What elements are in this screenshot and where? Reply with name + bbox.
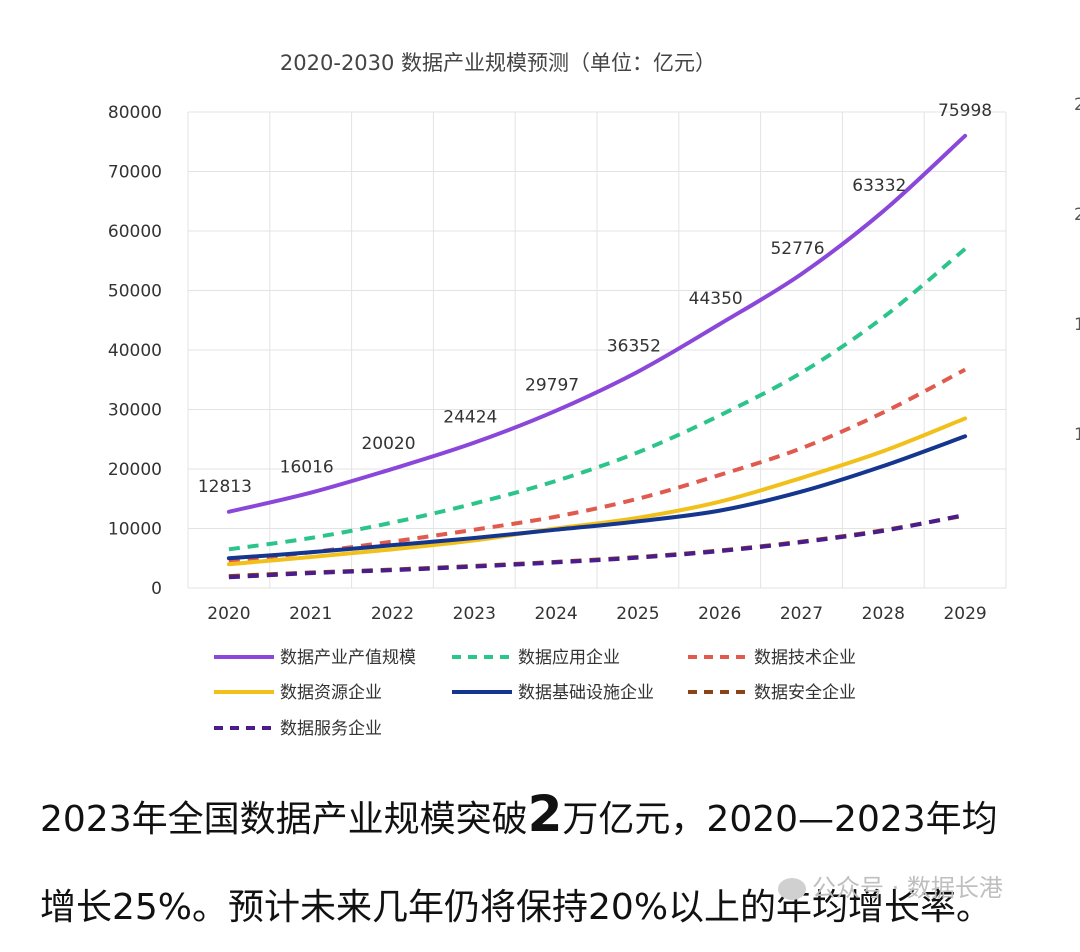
chart-title: 2020-2030 数据产业规模预测（单位：亿元） xyxy=(280,51,716,75)
edge-digit: 1 xyxy=(1074,425,1080,445)
data-label: 52776 xyxy=(770,239,824,259)
grid xyxy=(187,111,1007,589)
data-label: 24424 xyxy=(443,408,497,428)
legend-item: 数据技术企业 xyxy=(688,648,856,668)
y-tick-label: 20000 xyxy=(108,460,162,480)
legend-item: 数据产业产值规模 xyxy=(214,648,416,668)
caption-highlight-number: 2 xyxy=(527,785,563,843)
x-tick-label: 2025 xyxy=(616,604,659,624)
adjacent-chart-edge: 2 2 1 1 xyxy=(1074,95,1080,445)
x-tick-label: 2027 xyxy=(780,604,823,624)
data-label: 36352 xyxy=(607,337,661,357)
legend-item: 数据资源企业 xyxy=(214,683,382,703)
edge-digit: 2 xyxy=(1074,205,1080,225)
x-tick-label: 2028 xyxy=(862,604,905,624)
chart: 2020-2030 数据产业规模预测（单位：亿元） 0 10000 20000 300… xyxy=(108,51,1080,739)
series-line-6 xyxy=(228,512,966,580)
caption-text: 2023年全国数据产业规模突破 xyxy=(40,799,528,840)
y-axis-ticks: 0 10000 20000 30000 40000 50000 60000 70000 8000… xyxy=(108,103,162,599)
y-tick-label: 80000 xyxy=(108,103,162,123)
x-tick-label: 2026 xyxy=(698,604,741,624)
edge-digit: 1 xyxy=(1074,315,1080,335)
y-tick-label: 60000 xyxy=(108,222,162,242)
legend-item: 数据服务企业 xyxy=(214,719,382,739)
watermark: 公众号 · 数据长港 xyxy=(778,868,1003,903)
y-tick-label: 50000 xyxy=(108,282,162,302)
legend-label: 数据服务企业 xyxy=(280,719,382,739)
legend-item: 数据安全企业 xyxy=(688,683,856,703)
legend-label: 数据资源企业 xyxy=(280,683,382,703)
series-line-1 xyxy=(228,247,967,552)
x-tick-label: 2021 xyxy=(289,604,332,624)
legend-item: 数据应用企业 xyxy=(452,648,620,668)
x-tick-label: 2023 xyxy=(453,604,496,624)
caption-text: 万亿元，2020—2023年均 xyxy=(562,799,998,840)
y-tick-label: 10000 xyxy=(108,520,162,540)
caption-line-1: 2023年全国数据产业规模突破2万亿元，2020—2023年均 xyxy=(40,770,1080,864)
y-tick-label: 40000 xyxy=(108,341,162,361)
x-tick-label: 2020 xyxy=(207,604,250,624)
data-label: 63332 xyxy=(852,176,906,196)
edge-digit: 2 xyxy=(1074,95,1080,115)
series-line-3 xyxy=(226,416,968,567)
wechat-icon xyxy=(778,878,806,900)
series-line-4 xyxy=(226,434,968,561)
data-labels: 12813 16016 20020 24424 29797 36352 44350 52776… xyxy=(198,101,992,497)
y-tick-label: 0 xyxy=(151,579,162,599)
legend-label: 数据安全企业 xyxy=(754,683,856,703)
data-label: 12813 xyxy=(198,477,252,497)
legend-label: 数据产业产值规模 xyxy=(280,648,416,668)
y-tick-label: 30000 xyxy=(108,401,162,421)
x-tick-label: 2022 xyxy=(371,604,414,624)
x-tick-label: 2029 xyxy=(943,604,986,624)
data-label: 16016 xyxy=(280,458,334,478)
data-label: 75998 xyxy=(938,101,992,121)
x-tick-label: 2024 xyxy=(534,604,577,624)
y-tick-label: 70000 xyxy=(108,163,162,183)
data-label: 44350 xyxy=(689,289,743,309)
legend-label: 数据应用企业 xyxy=(518,648,620,668)
legend-label: 数据基础设施企业 xyxy=(518,683,654,703)
caption: 2023年全国数据产业规模突破2万亿元，2020—2023年均 增长25%。预计… xyxy=(40,770,1080,952)
legend-label: 数据技术企业 xyxy=(754,648,856,668)
series-lines xyxy=(226,133,968,580)
data-label: 20020 xyxy=(361,434,415,454)
data-label: 29797 xyxy=(525,376,579,396)
series-line-0 xyxy=(226,133,968,514)
x-axis-ticks: 2020 2021 2022 2023 2024 2025 2026 2027 2028 2029 xyxy=(207,604,986,624)
legend-item: 数据基础设施企业 xyxy=(452,683,654,703)
watermark-text: 公众号 · 数据长港 xyxy=(812,874,1003,902)
